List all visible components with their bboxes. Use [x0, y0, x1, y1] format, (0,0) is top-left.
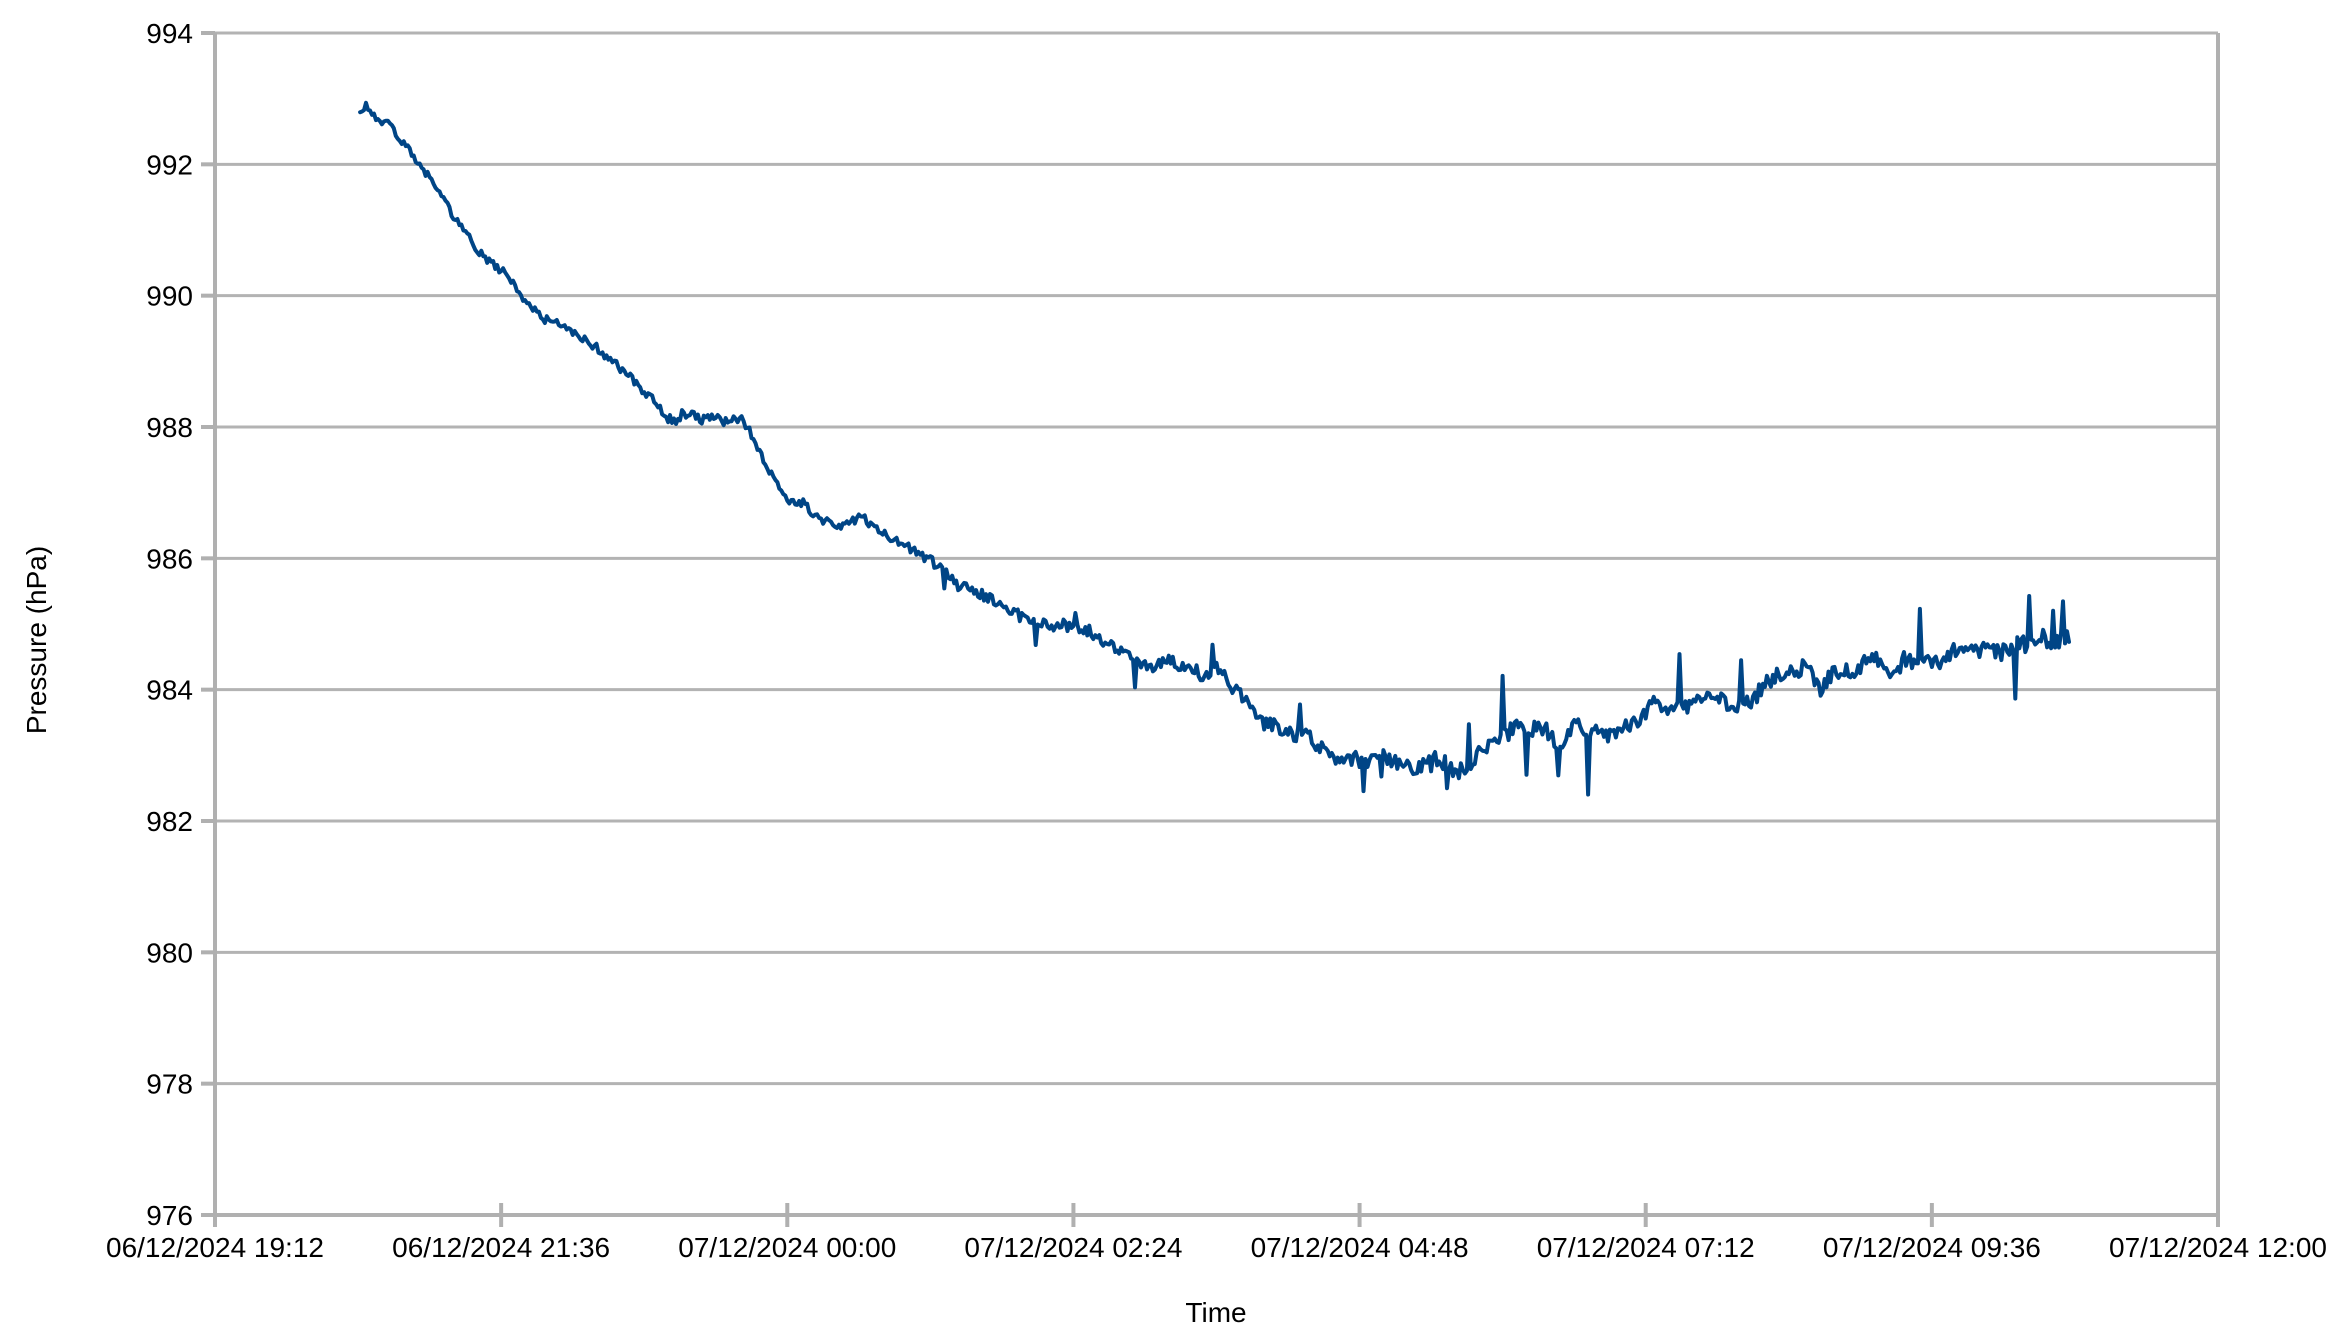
y-tick-label: 976	[146, 1200, 193, 1231]
x-tick-label: 07/12/2024 12:00	[2109, 1232, 2327, 1263]
y-tick-label: 984	[146, 675, 193, 706]
pressure-series-line	[358, 100, 2071, 797]
y-tick-label: 978	[146, 1069, 193, 1100]
pressure-series	[358, 100, 2071, 797]
y-tick-label: 992	[146, 149, 193, 180]
x-tick-label: 07/12/2024 09:36	[1823, 1232, 2041, 1263]
axis-lines	[201, 31, 2220, 1227]
y-tick-label: 982	[146, 806, 193, 837]
x-tick-label: 07/12/2024 00:00	[678, 1232, 896, 1263]
y-tick-label: 994	[146, 18, 193, 49]
x-tick-label: 07/12/2024 07:12	[1537, 1232, 1755, 1263]
x-tick-labels: 06/12/2024 19:12 06/12/2024 21:36 07/12/20…	[106, 1232, 2327, 1263]
y-tick-label: 990	[146, 281, 193, 312]
x-tick-label: 06/12/2024 19:12	[106, 1232, 324, 1263]
x-tick-label: 07/12/2024 02:24	[964, 1232, 1182, 1263]
y-tick-label: 988	[146, 412, 193, 443]
x-tick-label: 06/12/2024 21:36	[392, 1232, 610, 1263]
y-tick-labels: 994 992 990 988 986 984 982 980 978 976	[146, 18, 193, 1231]
y-tick-label: 980	[146, 937, 193, 968]
x-axis-title: Time	[1185, 1297, 1246, 1328]
y-tick-label: 986	[146, 543, 193, 574]
y-axis-title: Pressure (hPa)	[21, 546, 52, 734]
x-tick-label: 07/12/2024 04:48	[1251, 1232, 1469, 1263]
